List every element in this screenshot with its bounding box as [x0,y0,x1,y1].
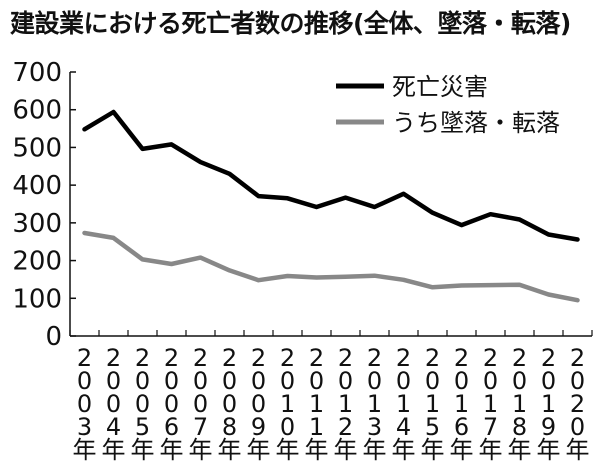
y-tick-label: 400 [12,171,62,201]
y-tick-label: 0 [45,322,62,352]
legend-label-1: 死亡災害 [392,73,488,101]
y-tick-label: 100 [12,284,62,314]
series-line-1 [82,109,580,242]
y-tick-label: 700 [12,58,62,88]
y-tick-label: 200 [12,247,62,277]
legend-label-2: うち墜落・転落 [392,109,560,137]
series-line-2 [82,230,580,303]
y-tick-label: 500 [12,133,62,163]
y-tick-label: 300 [12,209,62,239]
chart-title: 建設業における死亡者数の推移(全体、墜落・転落) [10,9,571,38]
y-tick-label: 600 [12,96,62,126]
